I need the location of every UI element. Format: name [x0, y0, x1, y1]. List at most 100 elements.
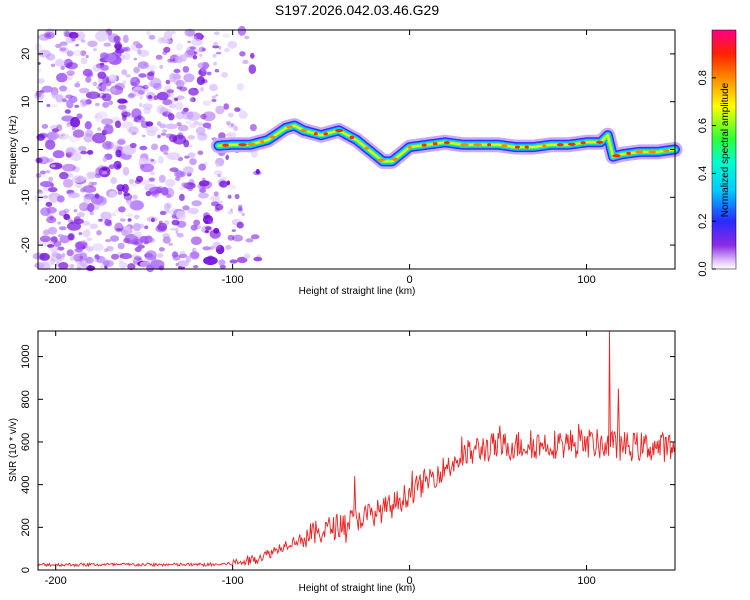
noise-speckle	[187, 30, 195, 37]
noise-speckle	[136, 175, 144, 183]
noise-speckle	[85, 265, 96, 272]
noise-speckle	[104, 248, 109, 252]
noise-speckle	[103, 124, 114, 135]
noise-speckle	[73, 218, 84, 225]
noise-speckle	[85, 54, 89, 59]
noise-speckle	[46, 103, 51, 108]
noise-speckle	[100, 264, 104, 270]
noise-speckle	[213, 61, 218, 66]
noise-speckle	[175, 171, 186, 178]
noise-speckle	[163, 30, 173, 40]
noise-speckle	[115, 228, 122, 231]
noise-speckle	[184, 80, 187, 85]
noise-speckle	[39, 235, 51, 243]
noise-speckle	[92, 132, 106, 144]
noise-speckle	[34, 91, 45, 101]
noise-speckle	[107, 89, 112, 92]
noise-speckle	[168, 242, 173, 246]
heatmap-y-tick-label: 10	[20, 96, 32, 108]
noise-speckle	[148, 34, 156, 40]
noise-speckle	[56, 72, 68, 83]
noise-speckle	[69, 264, 75, 269]
noise-speckle	[51, 91, 59, 99]
noise-speckle	[122, 166, 130, 176]
ridge-peak	[323, 132, 328, 136]
colorbar-tick-label: 0.0	[697, 261, 709, 276]
noise-speckle	[215, 94, 219, 97]
noise-speckle	[121, 69, 128, 76]
noise-speckle	[38, 262, 51, 271]
noise-speckle	[218, 45, 222, 50]
noise-speckle	[202, 246, 211, 251]
noise-speckle	[52, 128, 59, 133]
noise-speckle	[134, 214, 140, 220]
noise-speckle	[165, 123, 178, 130]
snr-y-tick-label: 1000	[20, 344, 32, 368]
noise-speckle	[199, 180, 213, 189]
noise-speckle	[191, 39, 204, 46]
noise-speckle	[212, 53, 217, 58]
noise-speckle	[48, 176, 54, 182]
noise-speckle	[38, 260, 51, 267]
ridge-peak	[313, 132, 318, 136]
noise-speckle	[182, 205, 190, 211]
noise-speckle	[239, 51, 246, 57]
noise-speckle	[57, 234, 64, 238]
noise-speckle	[128, 178, 135, 184]
noise-speckle	[110, 235, 119, 242]
noise-speckle	[123, 52, 131, 61]
noise-speckle	[115, 149, 122, 158]
noise-speckle	[36, 133, 45, 141]
noise-speckle	[156, 253, 164, 258]
noise-speckle	[96, 230, 102, 236]
noise-speckle	[250, 150, 258, 158]
noise-speckle	[232, 234, 244, 242]
noise-speckle	[89, 211, 94, 216]
noise-speckle	[71, 37, 76, 42]
noise-speckle	[92, 64, 101, 72]
noise-speckle	[179, 86, 188, 92]
noise-speckle	[65, 146, 78, 155]
snr-y-tick-label: 400	[20, 475, 32, 493]
noise-speckle	[62, 163, 76, 172]
noise-speckle	[97, 71, 107, 79]
noise-speckle	[175, 43, 183, 51]
noise-speckle	[55, 43, 62, 49]
noise-speckle	[84, 193, 96, 200]
heatmap-ridge	[211, 118, 683, 169]
noise-speckle	[212, 241, 222, 250]
noise-speckle	[157, 134, 161, 139]
noise-speckle	[169, 167, 179, 172]
noise-speckle	[193, 219, 201, 226]
noise-speckle	[198, 46, 205, 53]
noise-speckle	[102, 171, 107, 175]
noise-speckle	[50, 164, 56, 168]
noise-speckle	[215, 51, 222, 55]
noise-speckle	[140, 235, 148, 243]
colorbar: 0.0 0.2 0.4 0.6 0.8 Normalized spectral ampl…	[697, 29, 737, 277]
ridge-peak	[286, 125, 293, 129]
noise-speckle	[93, 257, 98, 263]
noise-speckle	[121, 111, 131, 117]
noise-speckle	[196, 76, 205, 86]
noise-speckle	[123, 192, 130, 197]
noise-speckle	[45, 139, 56, 150]
noise-speckle	[162, 149, 169, 155]
noise-speckle	[60, 65, 65, 70]
noise-speckle	[85, 76, 92, 83]
noise-speckle	[245, 238, 254, 243]
ridge-peak	[222, 143, 230, 147]
noise-speckle	[236, 256, 248, 264]
noise-speckle	[146, 71, 155, 81]
snr-y-tick-label: 200	[20, 518, 32, 536]
noise-speckle	[133, 57, 137, 61]
noise-speckle	[174, 228, 180, 232]
noise-speckle	[63, 213, 71, 220]
noise-speckle	[66, 249, 74, 257]
noise-speckle	[49, 162, 63, 170]
noise-speckle	[71, 126, 76, 130]
noise-speckle	[197, 62, 210, 69]
noise-speckle	[53, 240, 62, 247]
noise-speckle	[159, 64, 163, 69]
